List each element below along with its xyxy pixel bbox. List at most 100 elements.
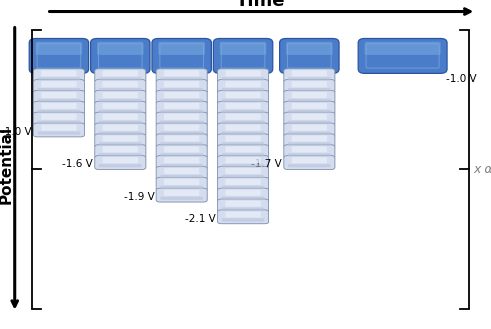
FancyBboxPatch shape	[164, 190, 199, 196]
FancyBboxPatch shape	[156, 156, 207, 169]
FancyBboxPatch shape	[218, 156, 269, 169]
FancyBboxPatch shape	[161, 77, 203, 80]
FancyBboxPatch shape	[284, 69, 335, 83]
FancyBboxPatch shape	[34, 123, 85, 137]
FancyBboxPatch shape	[164, 136, 199, 141]
FancyBboxPatch shape	[33, 112, 84, 126]
Text: Time: Time	[236, 0, 285, 10]
FancyBboxPatch shape	[90, 38, 150, 73]
FancyBboxPatch shape	[218, 134, 269, 148]
FancyBboxPatch shape	[220, 42, 266, 55]
FancyBboxPatch shape	[156, 123, 207, 137]
FancyBboxPatch shape	[103, 81, 138, 87]
FancyBboxPatch shape	[222, 88, 264, 91]
FancyBboxPatch shape	[103, 114, 138, 120]
FancyBboxPatch shape	[157, 69, 208, 83]
FancyBboxPatch shape	[218, 199, 269, 213]
FancyBboxPatch shape	[103, 125, 138, 131]
FancyBboxPatch shape	[288, 121, 330, 124]
FancyBboxPatch shape	[161, 132, 203, 135]
FancyBboxPatch shape	[38, 110, 80, 113]
FancyBboxPatch shape	[222, 110, 264, 113]
FancyBboxPatch shape	[99, 99, 141, 102]
FancyBboxPatch shape	[164, 179, 199, 185]
FancyBboxPatch shape	[161, 186, 203, 189]
FancyBboxPatch shape	[284, 134, 335, 148]
FancyBboxPatch shape	[157, 189, 208, 202]
Text: -1.9 V: -1.9 V	[124, 192, 154, 202]
FancyBboxPatch shape	[159, 42, 205, 55]
FancyBboxPatch shape	[41, 81, 77, 87]
FancyBboxPatch shape	[99, 164, 141, 167]
FancyBboxPatch shape	[225, 168, 261, 174]
FancyBboxPatch shape	[103, 146, 138, 152]
FancyBboxPatch shape	[164, 92, 199, 98]
FancyBboxPatch shape	[157, 167, 208, 181]
Text: Potential: Potential	[0, 125, 14, 204]
FancyBboxPatch shape	[288, 99, 330, 102]
FancyBboxPatch shape	[218, 178, 269, 191]
FancyBboxPatch shape	[95, 123, 146, 137]
FancyBboxPatch shape	[222, 186, 264, 189]
FancyBboxPatch shape	[225, 92, 261, 98]
FancyBboxPatch shape	[225, 81, 261, 87]
FancyBboxPatch shape	[222, 132, 264, 135]
FancyBboxPatch shape	[225, 179, 261, 185]
FancyBboxPatch shape	[99, 142, 141, 145]
FancyBboxPatch shape	[218, 134, 269, 148]
FancyBboxPatch shape	[99, 121, 141, 124]
FancyBboxPatch shape	[33, 80, 84, 93]
FancyBboxPatch shape	[161, 142, 203, 145]
FancyBboxPatch shape	[225, 114, 261, 120]
Text: -1.0 V: -1.0 V	[1, 127, 31, 137]
FancyBboxPatch shape	[33, 69, 84, 83]
FancyBboxPatch shape	[222, 121, 264, 124]
FancyBboxPatch shape	[292, 81, 327, 87]
FancyBboxPatch shape	[292, 125, 327, 131]
FancyBboxPatch shape	[222, 99, 264, 102]
FancyBboxPatch shape	[157, 102, 208, 115]
FancyBboxPatch shape	[156, 166, 207, 180]
FancyBboxPatch shape	[286, 42, 332, 55]
FancyBboxPatch shape	[225, 212, 261, 217]
FancyBboxPatch shape	[95, 134, 146, 148]
FancyBboxPatch shape	[284, 80, 335, 93]
FancyBboxPatch shape	[222, 175, 264, 178]
FancyBboxPatch shape	[292, 92, 327, 98]
FancyBboxPatch shape	[218, 156, 269, 170]
Text: -2.1 V: -2.1 V	[185, 214, 216, 224]
FancyBboxPatch shape	[95, 80, 146, 93]
Text: -1.0 V: -1.0 V	[445, 74, 476, 84]
FancyBboxPatch shape	[218, 166, 269, 180]
FancyBboxPatch shape	[358, 38, 447, 73]
FancyBboxPatch shape	[157, 145, 208, 159]
FancyBboxPatch shape	[164, 81, 199, 87]
Text: -1.6 V: -1.6 V	[62, 159, 93, 169]
FancyBboxPatch shape	[34, 69, 85, 83]
FancyBboxPatch shape	[164, 157, 199, 163]
FancyBboxPatch shape	[292, 146, 327, 152]
FancyBboxPatch shape	[218, 102, 269, 115]
FancyBboxPatch shape	[222, 197, 264, 200]
FancyBboxPatch shape	[33, 101, 84, 115]
FancyBboxPatch shape	[161, 197, 203, 200]
FancyBboxPatch shape	[222, 153, 264, 156]
FancyBboxPatch shape	[161, 110, 203, 113]
FancyBboxPatch shape	[156, 177, 207, 191]
FancyBboxPatch shape	[95, 156, 146, 170]
FancyBboxPatch shape	[29, 38, 88, 73]
FancyBboxPatch shape	[157, 113, 208, 126]
FancyBboxPatch shape	[38, 88, 80, 91]
FancyBboxPatch shape	[161, 121, 203, 124]
FancyBboxPatch shape	[225, 125, 261, 131]
FancyBboxPatch shape	[152, 38, 211, 73]
FancyBboxPatch shape	[33, 123, 84, 137]
FancyBboxPatch shape	[225, 136, 261, 141]
FancyBboxPatch shape	[222, 208, 264, 211]
FancyBboxPatch shape	[41, 70, 77, 76]
FancyBboxPatch shape	[218, 101, 269, 115]
FancyBboxPatch shape	[95, 145, 146, 159]
FancyBboxPatch shape	[99, 110, 141, 113]
FancyBboxPatch shape	[41, 114, 77, 120]
FancyBboxPatch shape	[288, 110, 330, 113]
